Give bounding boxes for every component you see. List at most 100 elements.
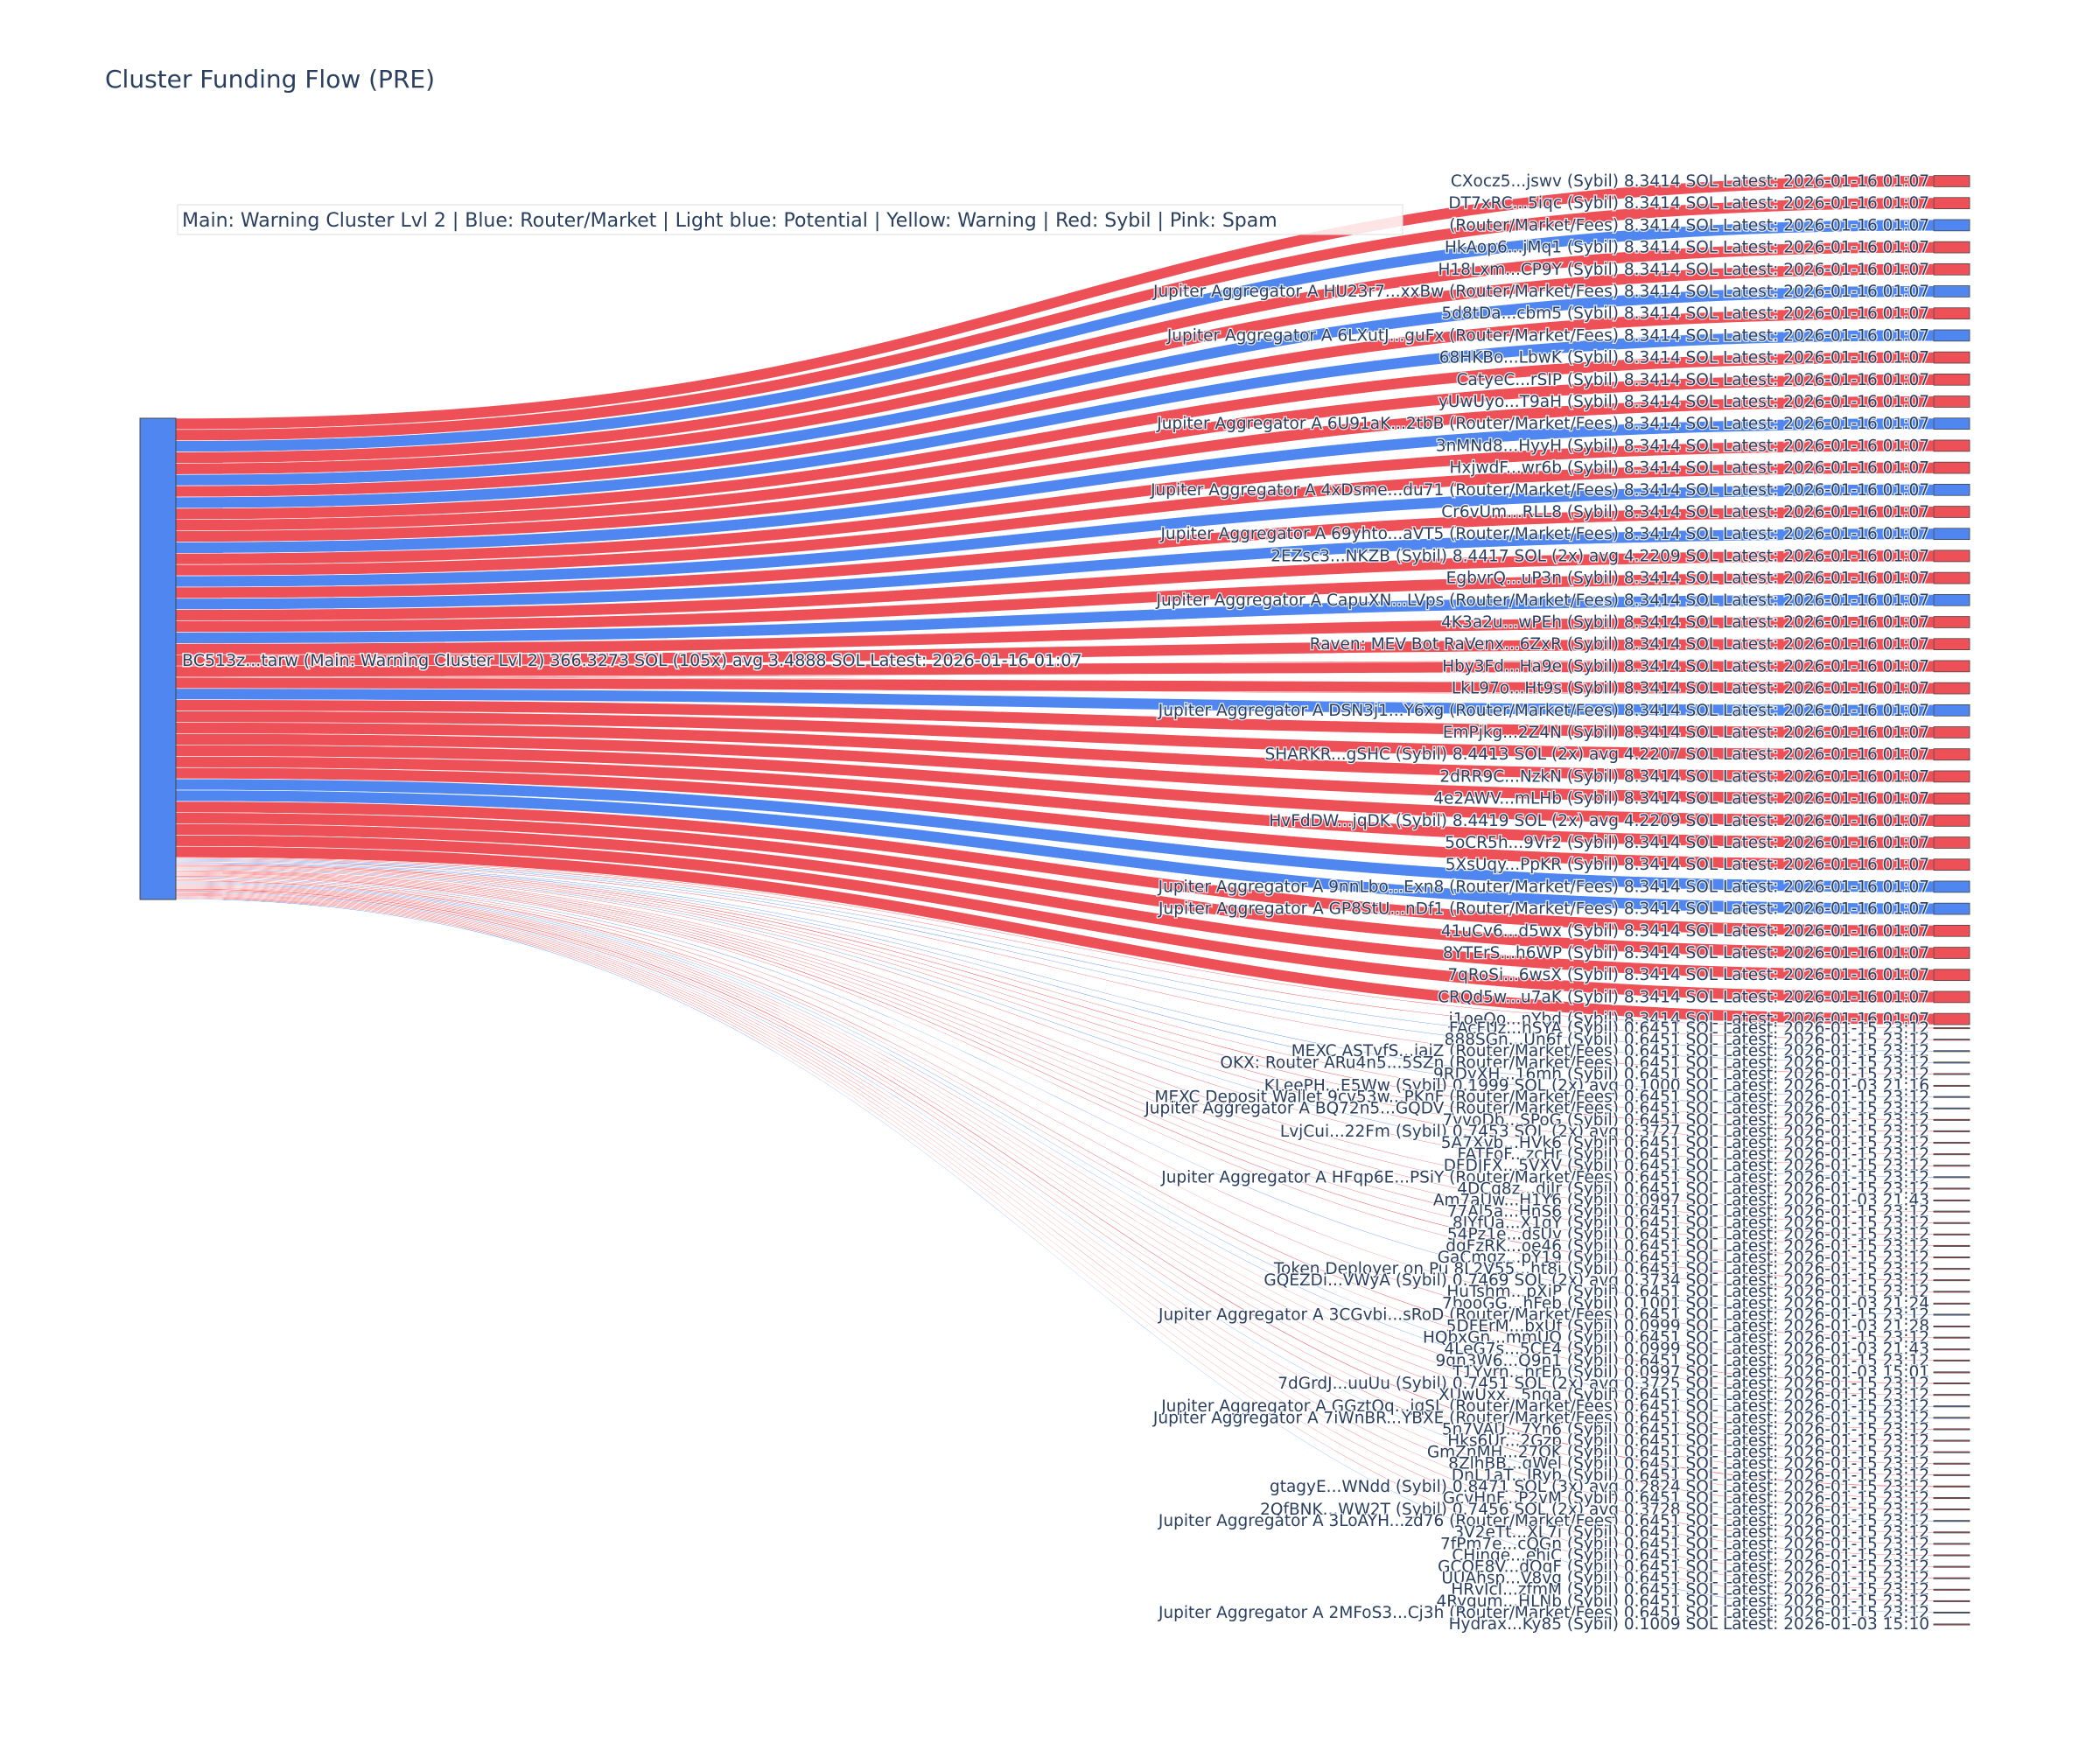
- target-node-12[interactable]: [1933, 439, 1970, 452]
- target-node-34[interactable]: [1933, 924, 1970, 937]
- target-node-46[interactable]: [1933, 1107, 1970, 1110]
- target-node-74[interactable]: [1933, 1428, 1970, 1431]
- target-node-21[interactable]: [1933, 638, 1970, 651]
- target-node-91[interactable]: [1933, 1623, 1970, 1626]
- target-node-11[interactable]: [1933, 417, 1970, 430]
- target-node-36[interactable]: [1933, 969, 1970, 982]
- target-node-58[interactable]: [1933, 1244, 1970, 1247]
- target-node-45[interactable]: [1933, 1096, 1970, 1098]
- target-node-9[interactable]: [1933, 373, 1970, 386]
- target-node-label-42: OKX: Router ARu4n5...5SZn (Router/Market…: [1220, 1054, 1929, 1072]
- target-node-30[interactable]: [1933, 836, 1970, 849]
- target-node-label-0: CXocz5...jswv (Sybil) 8.3414 SOL Latest:…: [1451, 172, 1929, 191]
- target-node-label-1: DT7xRC...5iqc (Sybil) 8.3414 SOL Latest:…: [1448, 194, 1929, 213]
- target-node-89[interactable]: [1933, 1600, 1970, 1602]
- target-node-68[interactable]: [1933, 1359, 1970, 1362]
- target-node-44[interactable]: [1933, 1084, 1970, 1087]
- source-node-label: BC513z...tarw (Main: Warning Cluster Lvl…: [182, 651, 1082, 670]
- target-node-69[interactable]: [1933, 1371, 1970, 1374]
- target-node-label-24: Jupiter Aggregator A DSN3j1...Y6xg (Rout…: [1158, 702, 1929, 720]
- target-node-label-29: HvFdDW...jqDK (Sybil) 8.4419 SOL (2x) av…: [1269, 812, 1929, 830]
- target-node-3[interactable]: [1933, 241, 1970, 254]
- target-node-19[interactable]: [1933, 593, 1970, 606]
- target-node-72[interactable]: [1933, 1405, 1970, 1408]
- target-node-60[interactable]: [1933, 1268, 1970, 1270]
- target-node-64[interactable]: [1933, 1313, 1970, 1316]
- target-node-17[interactable]: [1933, 550, 1970, 563]
- target-node-79[interactable]: [1933, 1485, 1970, 1488]
- target-node-57[interactable]: [1933, 1233, 1970, 1236]
- target-node-label-88: HRvIcI...zfmM (Sybil) 0.6451 SOL Latest:…: [1451, 1581, 1929, 1600]
- target-node-42[interactable]: [1933, 1061, 1970, 1064]
- target-node-37[interactable]: [1933, 990, 1970, 1004]
- target-node-59[interactable]: [1933, 1256, 1970, 1259]
- target-node-66[interactable]: [1933, 1336, 1970, 1339]
- target-node-50[interactable]: [1933, 1153, 1970, 1156]
- target-node-0[interactable]: [1933, 175, 1970, 187]
- target-node-label-19: Jupiter Aggregator A CapuXN...LVps (Rout…: [1156, 592, 1929, 610]
- target-node-55[interactable]: [1933, 1210, 1970, 1213]
- target-node-75[interactable]: [1933, 1439, 1970, 1442]
- target-node-26[interactable]: [1933, 748, 1970, 761]
- target-node-14[interactable]: [1933, 483, 1970, 496]
- target-node-39[interactable]: [1933, 1027, 1970, 1030]
- target-node-53[interactable]: [1933, 1187, 1970, 1190]
- target-node-13[interactable]: [1933, 461, 1970, 474]
- target-node-15[interactable]: [1933, 506, 1970, 518]
- target-node-20[interactable]: [1933, 616, 1970, 628]
- target-node-4[interactable]: [1933, 262, 1970, 276]
- target-node-18[interactable]: [1933, 571, 1970, 584]
- target-node-86[interactable]: [1933, 1565, 1970, 1568]
- target-node-label-84: 7fPm7e...cQGn (Sybil) 0.6451 SOL Latest:…: [1440, 1535, 1929, 1553]
- target-node-29[interactable]: [1933, 814, 1970, 827]
- target-node-61[interactable]: [1933, 1279, 1970, 1282]
- target-node-10[interactable]: [1933, 396, 1970, 408]
- target-node-83[interactable]: [1933, 1531, 1970, 1534]
- target-node-label-74: 5n7VAU...7Yn6 (Sybil) 0.6451 SOL Latest:…: [1442, 1420, 1929, 1438]
- target-node-41[interactable]: [1933, 1050, 1970, 1053]
- target-node-67[interactable]: [1933, 1348, 1970, 1351]
- target-node-82[interactable]: [1933, 1520, 1970, 1522]
- target-node-32[interactable]: [1933, 880, 1970, 893]
- target-node-label-67: 4LeG7s...5CE4 (Sybil) 0.0999 SOL Latest:…: [1444, 1340, 1929, 1359]
- target-node-80[interactable]: [1933, 1497, 1970, 1500]
- source-node[interactable]: [139, 417, 177, 900]
- target-node-77[interactable]: [1933, 1462, 1970, 1465]
- target-node-16[interactable]: [1933, 528, 1970, 541]
- target-node-38[interactable]: [1933, 1012, 1970, 1026]
- target-node-52[interactable]: [1933, 1176, 1970, 1179]
- target-node-88[interactable]: [1933, 1588, 1970, 1591]
- target-node-90[interactable]: [1933, 1612, 1970, 1614]
- target-node-2[interactable]: [1933, 219, 1970, 232]
- target-node-70[interactable]: [1933, 1382, 1970, 1385]
- target-node-35[interactable]: [1933, 947, 1970, 959]
- target-node-6[interactable]: [1933, 307, 1970, 320]
- target-node-71[interactable]: [1933, 1394, 1970, 1396]
- target-node-56[interactable]: [1933, 1222, 1970, 1224]
- target-node-27[interactable]: [1933, 770, 1970, 783]
- target-node-label-68: 9qn3W6...Q9n1 (Sybil) 0.6451 SOL Latest:…: [1435, 1352, 1929, 1370]
- target-node-49[interactable]: [1933, 1142, 1970, 1144]
- target-node-33[interactable]: [1933, 902, 1970, 915]
- legend-text: Main: Warning Cluster Lvl 2 | Blue: Rout…: [182, 210, 1278, 232]
- target-node-label-63: 7booGG...hFeb (Sybil) 0.1001 SOL Latest:…: [1442, 1294, 1929, 1312]
- target-node-8[interactable]: [1933, 351, 1970, 364]
- target-node-label-47: 7vvoDb...SPoG (Sybil) 0.6451 SOL Latest:…: [1442, 1111, 1929, 1130]
- target-node-5[interactable]: [1933, 285, 1970, 298]
- target-node-22[interactable]: [1933, 660, 1970, 673]
- target-node-78[interactable]: [1933, 1474, 1970, 1476]
- target-node-23[interactable]: [1933, 682, 1970, 695]
- target-node-81[interactable]: [1933, 1508, 1970, 1511]
- target-node-63[interactable]: [1933, 1302, 1970, 1305]
- target-node-28[interactable]: [1933, 792, 1970, 805]
- target-node-1[interactable]: [1933, 197, 1970, 210]
- target-node-25[interactable]: [1933, 726, 1970, 738]
- target-node-31[interactable]: [1933, 858, 1970, 872]
- target-node-24[interactable]: [1933, 704, 1970, 717]
- target-node-48[interactable]: [1933, 1130, 1970, 1132]
- target-node-label-14: Jupiter Aggregator A 4xDsme...du71 (Rout…: [1150, 481, 1929, 500]
- target-node-7[interactable]: [1933, 329, 1970, 342]
- target-node-85[interactable]: [1933, 1554, 1970, 1557]
- target-node-label-41: MEXC ASTvfS...iaiZ (Router/Market/Fees) …: [1292, 1042, 1929, 1060]
- target-node-47[interactable]: [1933, 1118, 1970, 1121]
